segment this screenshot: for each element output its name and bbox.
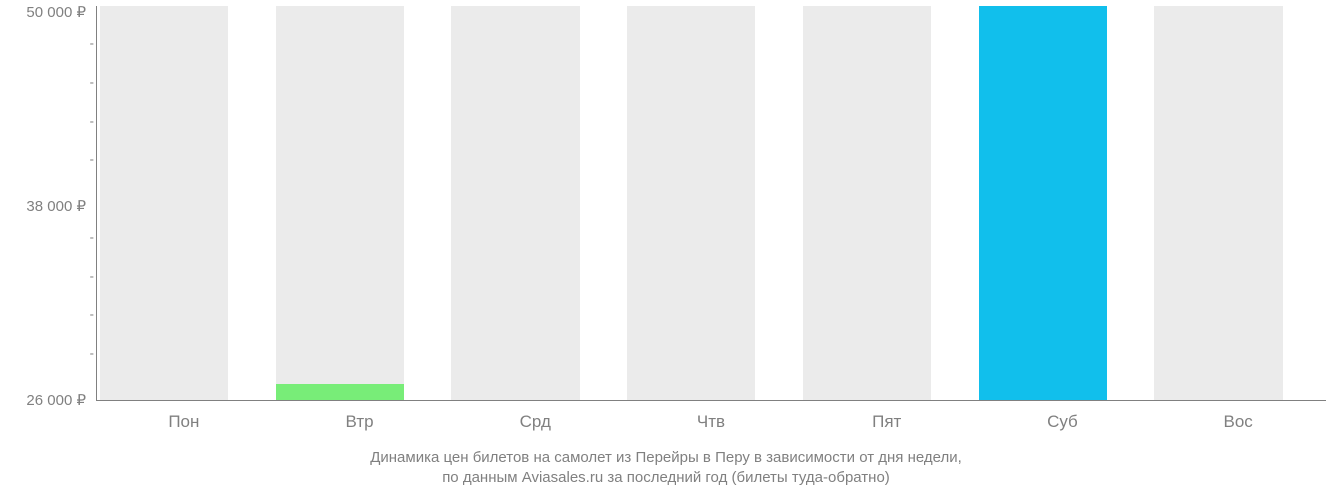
x-tick-label: Вос [1223, 412, 1252, 432]
y-minor-tick [90, 89, 96, 90]
caption-line-2: по данным Aviasales.ru за последний год … [442, 469, 890, 486]
y-minor-tick [90, 322, 96, 323]
bar-background [627, 6, 755, 400]
y-tick-label: 26 000 ₽ [26, 391, 86, 409]
price-by-weekday-chart: 26 000 ₽ 38 000 ₽ 50 000 ₽ Пон Втр Срд Чтв Пят С… [0, 0, 1332, 502]
bar-background [100, 6, 228, 400]
plot-area: 26 000 ₽38 000 ₽50 000 ₽ПонВтрСрдЧтвПятС… [96, 6, 1326, 400]
y-minor-tick [90, 244, 96, 245]
bar [979, 6, 1107, 400]
bar-slot [276, 6, 404, 400]
y-minor-tick [90, 51, 96, 52]
y-axis-line [96, 6, 97, 400]
y-minor-tick [90, 361, 96, 362]
bar-slot [451, 6, 579, 400]
x-axis-line [96, 400, 1326, 401]
x-tick-label: Пон [168, 412, 199, 432]
x-tick-label: Пят [872, 412, 901, 432]
caption-line-1: Динамика цен билетов на самолет из Перей… [370, 449, 962, 466]
y-minor-tick [90, 128, 96, 129]
x-tick-label: Срд [520, 412, 551, 432]
bar-slot [979, 6, 1107, 400]
bar-slot [627, 6, 755, 400]
chart-caption: Динамика цен билетов на самолет из Перей… [0, 448, 1332, 489]
x-tick-label: Чтв [697, 412, 725, 432]
bar-background [451, 6, 579, 400]
bar-background [276, 6, 404, 400]
x-tick-label: Втр [346, 412, 374, 432]
y-minor-tick [90, 167, 96, 168]
bar-background [803, 6, 931, 400]
y-tick-label: 50 000 ₽ [26, 3, 86, 21]
bar-slot [100, 6, 228, 400]
bar-slot [1154, 6, 1282, 400]
bar-slot [803, 6, 931, 400]
bar [276, 384, 404, 400]
x-tick-label: Суб [1047, 412, 1078, 432]
y-tick-label: 38 000 ₽ [26, 197, 86, 215]
bar-background [1154, 6, 1282, 400]
y-minor-tick [90, 283, 96, 284]
